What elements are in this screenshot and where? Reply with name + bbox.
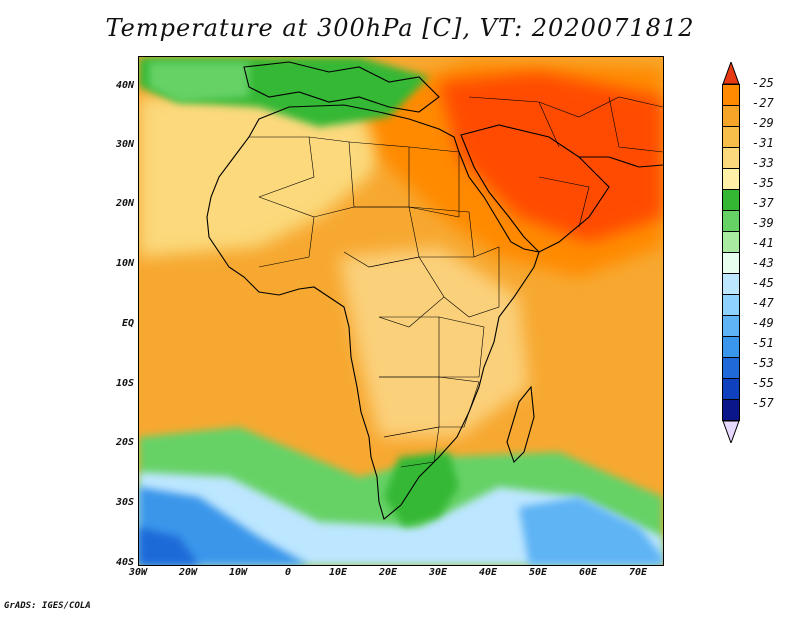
credit-label: GrADS: IGES/COLA — [4, 601, 91, 611]
africa-coastline — [206, 104, 540, 520]
colorbar-label: -29 — [752, 116, 774, 130]
lon-label: 70E — [628, 567, 648, 578]
lat-label: 10N — [115, 258, 134, 269]
lon-label: 30E — [428, 567, 448, 578]
field-south-darkblue — [139, 527, 199, 565]
colorbar-label: -55 — [752, 376, 774, 390]
colorbar-label: -31 — [752, 136, 774, 150]
colorbar-label: -47 — [752, 296, 774, 310]
colorbar-swatch — [722, 379, 740, 400]
colorbar-swatch — [722, 337, 740, 358]
field-north-light — [139, 87, 399, 257]
colorbar-swatch — [722, 358, 740, 379]
colorbar — [722, 62, 740, 443]
arabia-coastline — [460, 124, 610, 253]
colorbar-label: -35 — [752, 176, 774, 190]
chart-title: Temperature at 300hPa [C], VT: 202007181… — [105, 14, 695, 42]
lat-label: 10S — [115, 378, 134, 389]
colorbar-swatch — [722, 106, 740, 127]
lon-label: 20W — [178, 567, 198, 578]
colorbar-label: -49 — [752, 316, 774, 330]
colorbar-swatch — [722, 253, 740, 274]
field-south-blue-2 — [519, 497, 663, 565]
colorbar-swatch — [722, 316, 740, 337]
country-borders — [249, 96, 663, 468]
colorbar-swatch — [722, 127, 740, 148]
lat-label: 30N — [115, 139, 134, 150]
colorbar-label: -41 — [752, 236, 774, 250]
temperature-map — [139, 57, 663, 565]
colorbar-swatch — [722, 84, 740, 106]
europe-coastline — [243, 61, 440, 113]
lon-label: 10E — [328, 567, 348, 578]
colorbar-swatch — [722, 211, 740, 232]
lon-label: 10W — [228, 567, 248, 578]
field-med-lightgreen — [149, 62, 249, 102]
field-central-light — [339, 247, 529, 437]
colorbar-swatch — [722, 148, 740, 169]
colorbar-swatch — [722, 295, 740, 316]
lon-label: 0 — [284, 567, 292, 578]
colorbar-label: -43 — [752, 256, 774, 270]
lon-label: 40E — [478, 567, 498, 578]
lon-label: 30W — [128, 567, 148, 578]
lat-label: 20S — [115, 437, 134, 448]
colorbar-swatch — [722, 232, 740, 253]
colorbar-arrow-bottom — [722, 421, 740, 443]
colorbar-label: -53 — [752, 356, 774, 370]
persian-coastline — [579, 156, 663, 168]
lat-label: 40N — [115, 80, 134, 91]
colorbar-swatch — [722, 400, 740, 421]
colorbar-label: -25 — [752, 76, 774, 90]
lat-label: 20N — [115, 198, 134, 209]
lon-label: 60E — [578, 567, 598, 578]
colorbar-label: -33 — [752, 156, 774, 170]
colorbar-label: -37 — [752, 196, 774, 210]
madagascar-coastline — [506, 385, 535, 464]
colorbar-label: -57 — [752, 396, 774, 410]
field-ne-hot — [439, 72, 663, 242]
colorbar-label: -45 — [752, 276, 774, 290]
colorbar-label: -51 — [752, 336, 774, 350]
colorbar-swatch — [722, 169, 740, 190]
lon-label: 20E — [378, 567, 398, 578]
colorbar-label: -27 — [752, 96, 774, 110]
colorbar-swatch — [722, 190, 740, 211]
colorbar-label: -39 — [752, 216, 774, 230]
field-sa-green — [384, 452, 459, 527]
coastlines — [206, 61, 663, 520]
colorbar-arrow-top — [722, 62, 740, 84]
map-panel — [138, 56, 664, 566]
lat-label: 30S — [115, 497, 134, 508]
colorbar-swatch — [722, 274, 740, 295]
lat-label: 40S — [115, 557, 134, 568]
lon-label: 50E — [528, 567, 548, 578]
lat-label: EQ — [121, 318, 134, 329]
